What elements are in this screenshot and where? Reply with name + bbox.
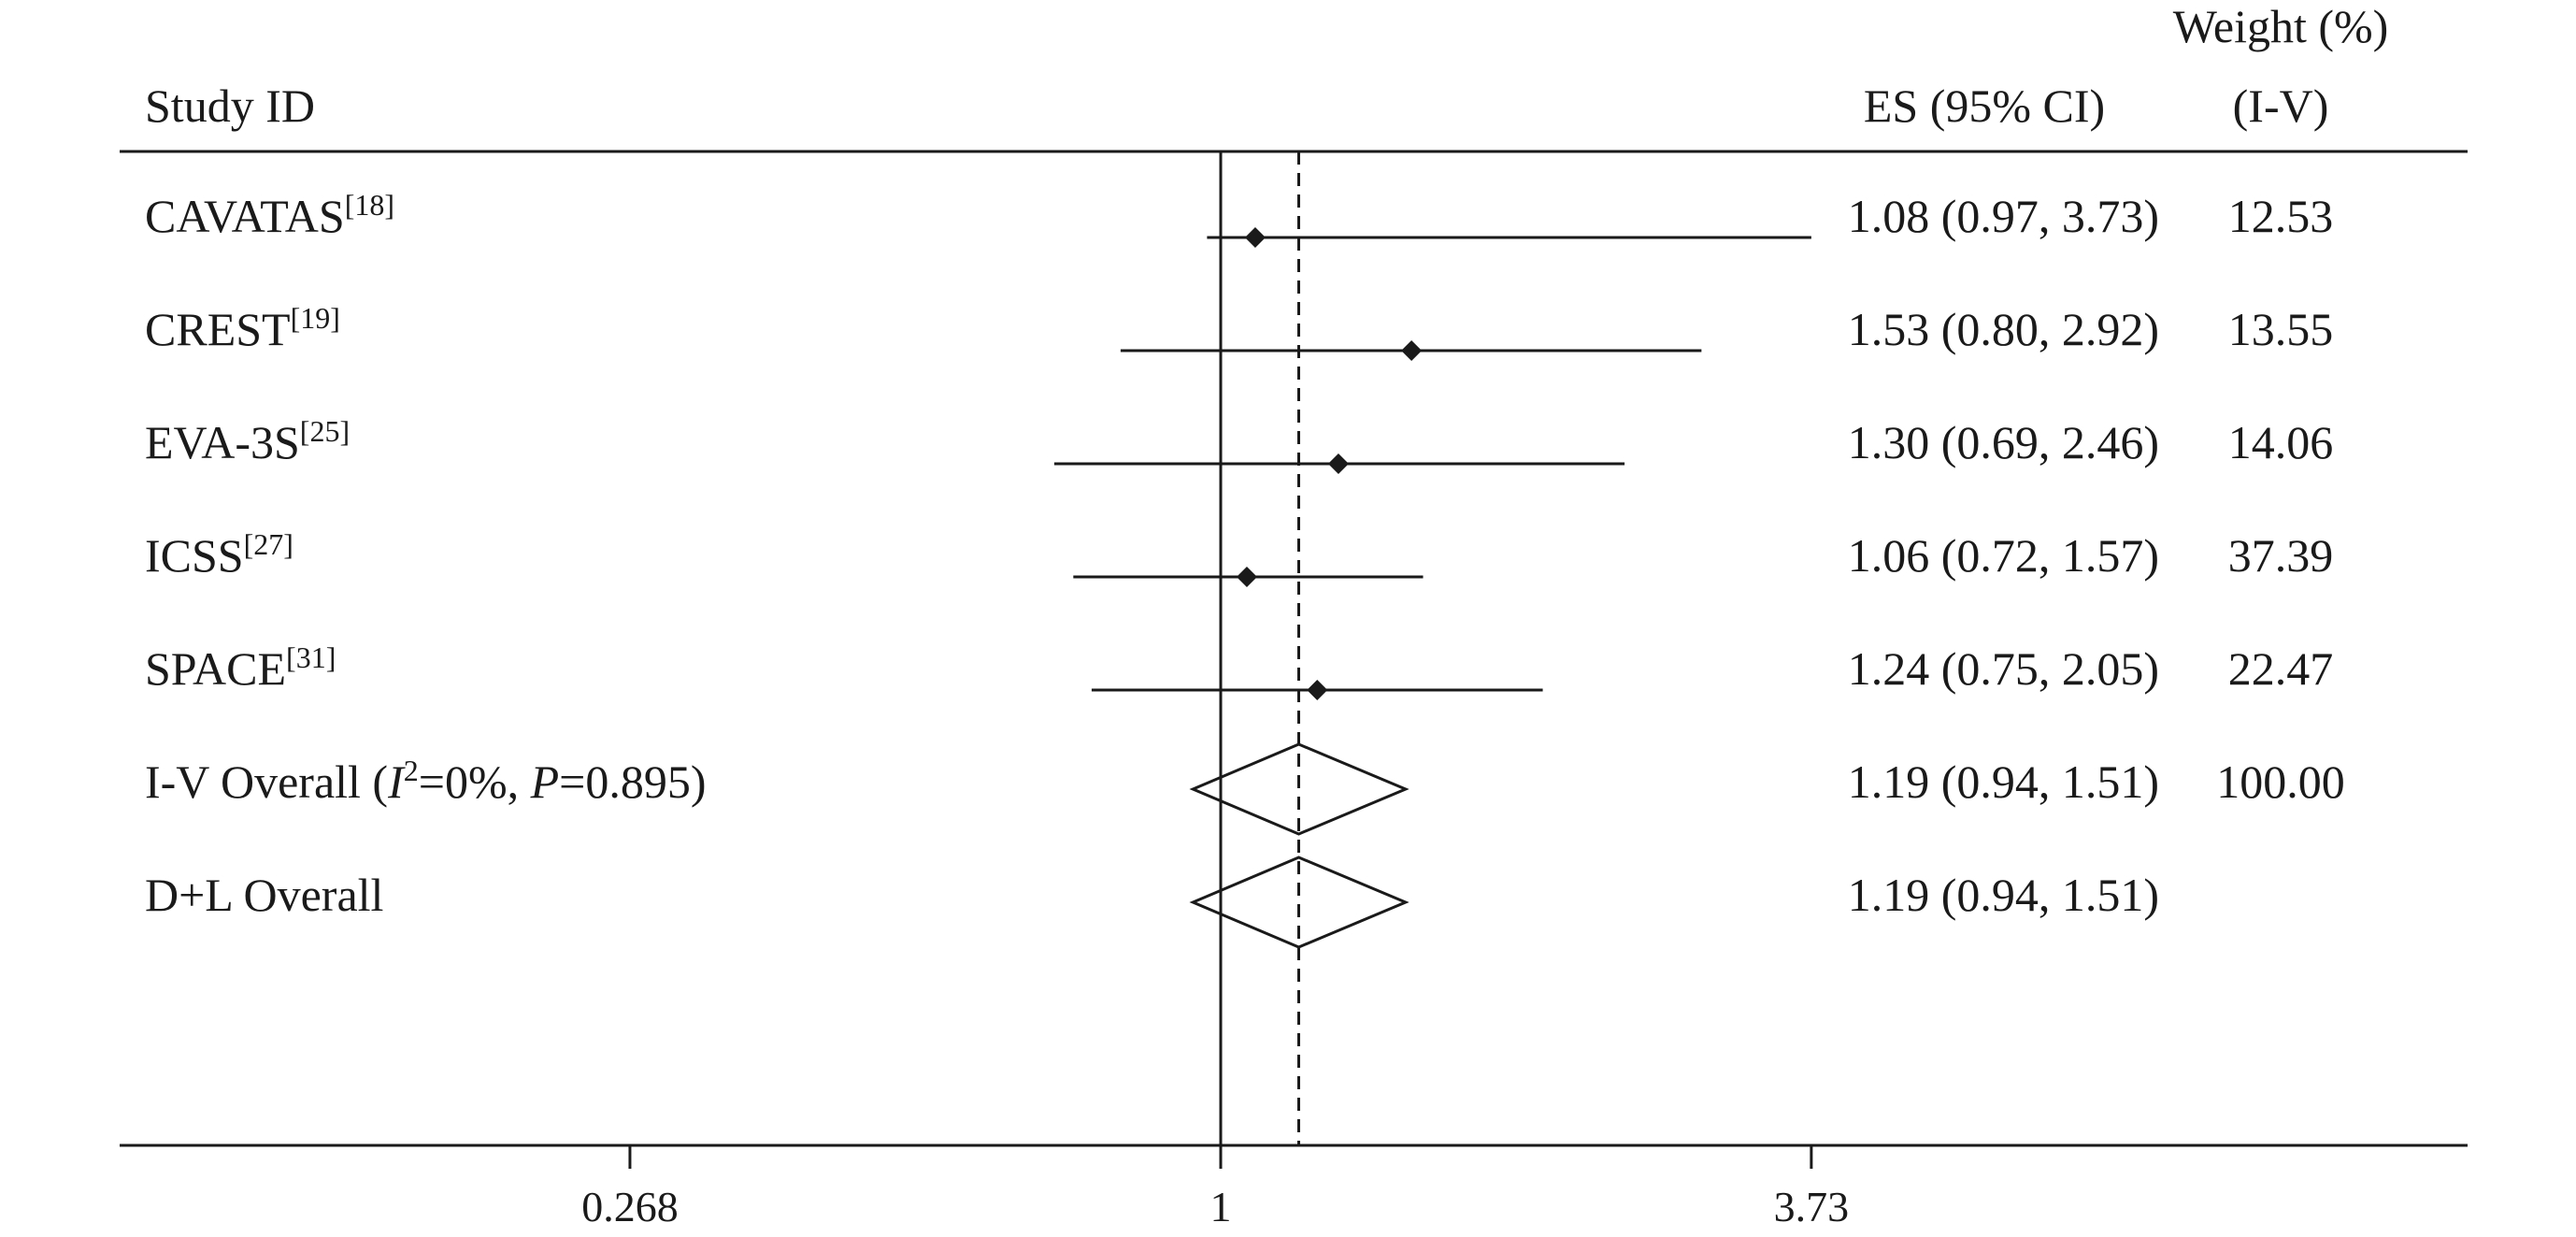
- study-label: CAVATAS[18]: [145, 188, 394, 242]
- overall-diamond: [1189, 742, 1410, 836]
- x-axis: 0.268 1 3.73: [581, 1145, 1849, 1230]
- overall-label: D+L Overall: [145, 869, 383, 921]
- overall-label-text: I-V Overall (: [145, 755, 388, 808]
- overall-label: I-V Overall (I2=0%, P=0.895): [145, 754, 707, 808]
- study-name: EVA-3S: [145, 416, 300, 468]
- overall-es-ci-value: 1.19 (0.94, 1.51): [1848, 869, 2159, 921]
- study-reference: [25]: [300, 414, 350, 448]
- study-reference: [19]: [291, 301, 340, 335]
- header-es-ci: ES (95% CI): [1864, 79, 2105, 132]
- point-estimate-marker: [1401, 340, 1423, 361]
- overall-label-text: D+L Overall: [145, 869, 383, 921]
- overall-es-ci-value: 1.19 (0.94, 1.51): [1848, 755, 2159, 808]
- study-reference: [18]: [345, 188, 394, 222]
- weight-value: 12.53: [2228, 190, 2334, 242]
- i-squared-exponent: 2: [404, 754, 419, 787]
- es-ci-value: 1.24 (0.75, 2.05): [1848, 642, 2159, 695]
- point-estimate-marker: [1236, 567, 1257, 587]
- es-ci-value: 1.53 (0.80, 2.92): [1848, 303, 2159, 355]
- study-name: SPACE: [145, 642, 286, 695]
- header-weight-line2: (I-V): [2233, 79, 2329, 132]
- study-reference: [31]: [286, 640, 336, 674]
- overall-weight-value: 100.00: [2216, 755, 2345, 808]
- es-ci-value: 1.06 (0.72, 1.57): [1848, 529, 2159, 582]
- p-symbol: P: [530, 755, 560, 808]
- i-squared-value: =0%,: [419, 755, 531, 808]
- overall-diamond: [1189, 856, 1410, 949]
- study-rows: CAVATAS[18] 1.08 (0.97, 3.73) 12.53CREST[1…: [145, 188, 2345, 949]
- x-tick-label: 0.268: [581, 1183, 679, 1230]
- weight-value: 13.55: [2228, 303, 2334, 355]
- weight-value: 37.39: [2228, 529, 2334, 582]
- header-weight-line1: Weight (%): [2173, 0, 2389, 52]
- weight-value: 14.06: [2228, 416, 2334, 468]
- weight-value: 22.47: [2228, 642, 2334, 695]
- p-value: =0.895): [559, 755, 706, 808]
- study-label: EVA-3S[25]: [145, 414, 350, 468]
- point-estimate-marker: [1244, 227, 1266, 248]
- study-reference: [27]: [244, 527, 293, 561]
- study-label: ICSS[27]: [145, 527, 293, 582]
- point-estimate-marker: [1307, 680, 1328, 700]
- study-name: ICSS: [145, 529, 244, 582]
- i-squared-symbol: I: [387, 755, 406, 808]
- point-estimate-marker: [1327, 453, 1349, 474]
- study-name: CREST: [145, 303, 291, 355]
- study-label: CREST[19]: [145, 301, 340, 355]
- x-tick-label: 1: [1210, 1183, 1232, 1230]
- header-study-id: Study ID: [145, 79, 315, 132]
- es-ci-value: 1.30 (0.69, 2.46): [1848, 416, 2159, 468]
- study-label: SPACE[31]: [145, 640, 336, 695]
- es-ci-value: 1.08 (0.97, 3.73): [1848, 190, 2159, 242]
- study-name: CAVATAS: [145, 190, 345, 242]
- x-tick-label: 3.73: [1774, 1183, 1850, 1230]
